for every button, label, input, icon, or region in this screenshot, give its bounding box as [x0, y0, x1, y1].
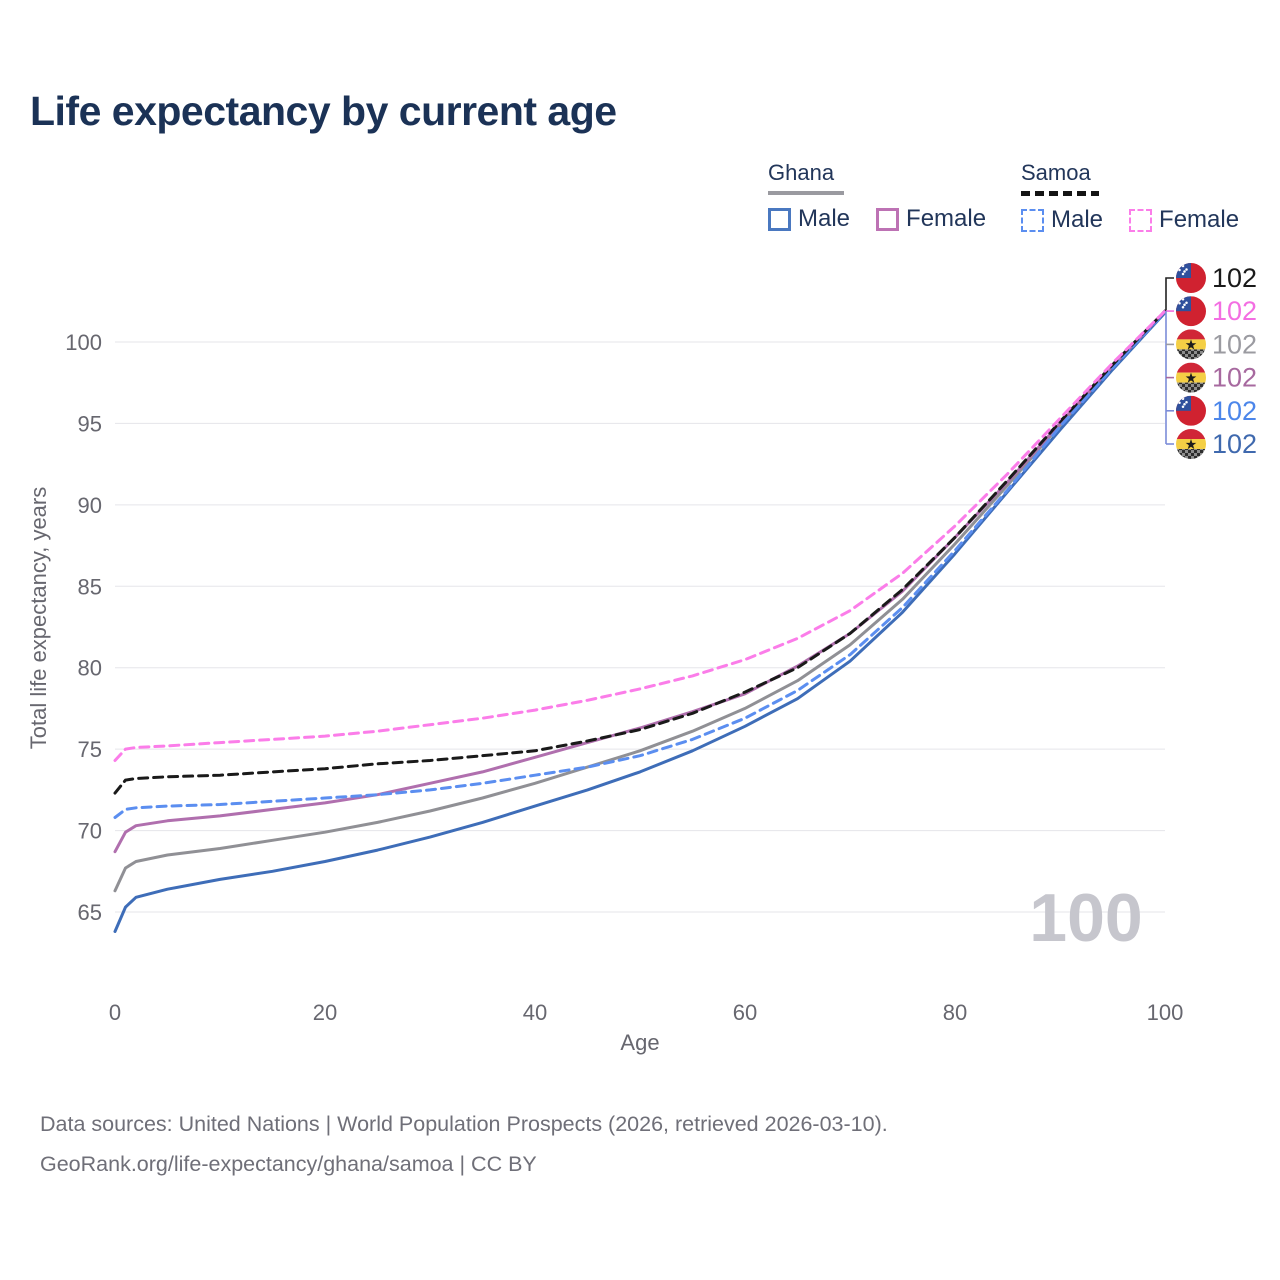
ghana-flag-star — [1185, 339, 1197, 350]
end-value-samoa-female: 102 — [1212, 296, 1257, 326]
samoa-star — [1185, 301, 1188, 304]
legend-item-ghana-female[interactable]: Female — [876, 205, 986, 233]
legend-group-samoa: Samoa Male Female — [1021, 160, 1239, 234]
legend-label-ghana-male: Male — [798, 205, 851, 232]
y-tick-label-65: 65 — [78, 900, 102, 925]
ghana-flag-red-stripe — [1176, 362, 1206, 373]
samoa-star — [1178, 401, 1181, 405]
legend-swatch-ghana-female — [876, 207, 900, 231]
x-tick-label-0: 0 — [109, 1000, 121, 1025]
flag-icon-ghana — [1176, 429, 1206, 459]
y-tick-label-70: 70 — [78, 819, 102, 844]
legend-swatch-samoa-female — [1129, 208, 1153, 232]
samoa-star — [1178, 301, 1181, 305]
legend-label-samoa-male: Male — [1051, 206, 1104, 233]
legend-swatch-samoa-line — [1021, 191, 1099, 196]
ghana-flag-star — [1185, 439, 1197, 450]
y-tick-label-75: 75 — [78, 737, 102, 762]
legend-swatch-ghana-male — [768, 207, 791, 231]
flag-icon-samoa — [1176, 395, 1206, 426]
flag-icon-ghana — [1176, 362, 1206, 393]
legend-country-ghana: Ghana — [768, 160, 835, 185]
x-tick-label-20: 20 — [313, 1000, 337, 1025]
life-expectancy-chart: 65 70 75 80 85 90 95 100 100 0 20 40 60 80 100 Age Total… — [26, 263, 1257, 1055]
page-title: Life expectancy by current age — [30, 88, 617, 134]
y-tick-label-95: 95 — [78, 411, 102, 436]
samoa-star — [1181, 305, 1185, 309]
flag-icon-samoa — [1176, 296, 1206, 327]
series-line-samoa-total — [113, 309, 1167, 795]
samoa-star — [1183, 403, 1186, 406]
legend-item-samoa-male[interactable]: Male — [1021, 206, 1103, 234]
ghana-flag-green-stripe — [1176, 382, 1206, 393]
end-value-ghana-total: 102 — [1212, 329, 1257, 359]
series-line-samoa-male — [113, 310, 1167, 819]
legend-label-ghana-female: Female — [906, 205, 987, 232]
samoa-star — [1181, 405, 1185, 409]
samoa-star — [1181, 264, 1185, 268]
end-value-samoa-male: 102 — [1212, 396, 1257, 426]
y-tick-label-90: 90 — [78, 493, 102, 518]
ghana-flag-green-stripe — [1176, 349, 1206, 360]
legend-group-ghana: Ghana Male Female — [768, 160, 986, 233]
legend-label-samoa-female: Female — [1159, 206, 1240, 233]
ghana-flag-red-stripe — [1176, 329, 1206, 340]
samoa-star — [1185, 401, 1188, 404]
x-tick-label-60: 60 — [733, 1000, 757, 1025]
y-axis-title: Total life expectancy, years — [26, 487, 51, 750]
samoa-star — [1181, 272, 1185, 276]
samoa-star — [1183, 270, 1186, 273]
ghana-flag-red-stripe — [1176, 429, 1206, 439]
x-tick-label-100: 100 — [1147, 1000, 1184, 1025]
series-line-samoa-female — [113, 309, 1167, 762]
samoa-star — [1185, 268, 1188, 271]
x-axis-title: Age — [620, 1030, 659, 1055]
legend-item-ghana-male[interactable]: Male — [768, 205, 850, 233]
end-value-ghana-male: 102 — [1212, 429, 1257, 459]
connector-samoa-total — [1165, 277, 1174, 312]
ghana-flag-star — [1185, 372, 1197, 383]
footer: Data sources: United Nations | World Pop… — [40, 1104, 888, 1184]
y-tick-label-80: 80 — [78, 656, 102, 681]
x-tick-label-40: 40 — [523, 1000, 547, 1025]
samoa-star — [1181, 297, 1185, 301]
end-value-samoa-total: 102 — [1212, 263, 1257, 293]
footer-data-sources: Data sources: United Nations | World Pop… — [40, 1112, 888, 1136]
flag-icon-samoa — [1176, 263, 1206, 293]
footer-attribution-url: GeoRank.org/life-expectancy/ghana/samoa … — [40, 1152, 537, 1176]
legend-swatch-ghana-line — [768, 191, 844, 195]
end-value-ghana-female: 102 — [1212, 363, 1257, 393]
legend-country-samoa: Samoa — [1021, 160, 1091, 185]
samoa-star — [1178, 268, 1181, 272]
legend-item-samoa-female[interactable]: Female — [1129, 206, 1239, 234]
x-tick-label-80: 80 — [943, 1000, 967, 1025]
watermark-age-100: 100 — [1029, 880, 1142, 956]
samoa-star — [1183, 303, 1186, 306]
samoa-star — [1181, 397, 1185, 401]
legend-swatch-samoa-male — [1021, 208, 1044, 232]
y-tick-label-85: 85 — [78, 574, 102, 599]
series-line-ghana-male — [113, 311, 1167, 933]
series-line-ghana-total — [113, 310, 1167, 893]
flag-icon-ghana — [1176, 329, 1206, 360]
y-tick-label-100: 100 — [65, 330, 102, 355]
ghana-flag-green-stripe — [1176, 449, 1206, 459]
